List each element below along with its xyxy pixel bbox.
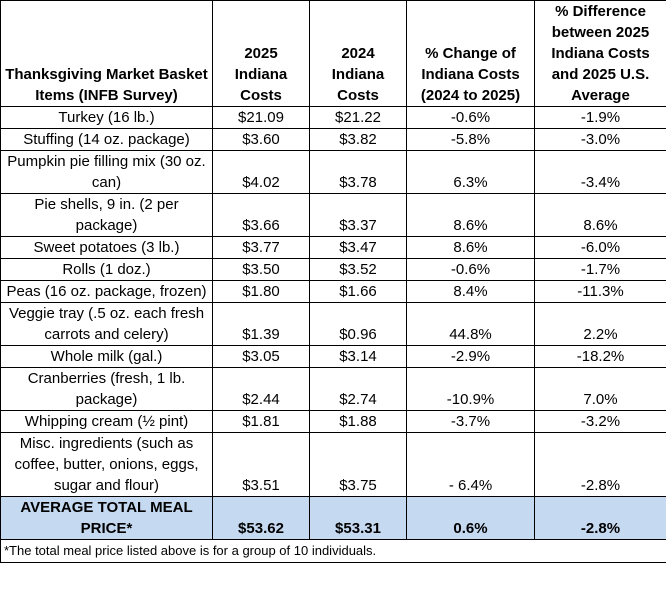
- table-body: Thanksgiving Market Basket Items (INFB S…: [0, 0, 666, 563]
- value-cell: -6.0%: [534, 236, 666, 259]
- value-cell: $2.44: [212, 367, 310, 411]
- footnote-row: *The total meal price listed above is fo…: [0, 539, 666, 563]
- value-cell: -11.3%: [534, 280, 666, 303]
- value-cell: $1.88: [309, 410, 407, 433]
- item-cell: Whole milk (gal.): [0, 345, 213, 368]
- value-cell: -0.6%: [406, 258, 535, 281]
- header-cell: 2025 Indiana Costs: [212, 0, 310, 107]
- value-cell: - 6.4%: [406, 432, 535, 497]
- value-cell: -1.7%: [534, 258, 666, 281]
- total-row: AVERAGE TOTAL MEAL PRICE* $53.62 $53.31 0.6…: [0, 496, 666, 540]
- value-cell: $3.78: [309, 150, 407, 194]
- data-row: Misc. ingredients (such as coffee, butte…: [0, 432, 666, 497]
- value-cell: $3.82: [309, 128, 407, 151]
- value-cell: -5.8%: [406, 128, 535, 151]
- value-cell: -18.2%: [534, 345, 666, 368]
- value-cell: 6.3%: [406, 150, 535, 194]
- item-cell: Stuffing (14 oz. package): [0, 128, 213, 151]
- value-cell: $3.77: [212, 236, 310, 259]
- item-cell: Misc. ingredients (such as coffee, butte…: [0, 432, 213, 497]
- value-cell: 7.0%: [534, 367, 666, 411]
- value-cell: $3.05: [212, 345, 310, 368]
- data-row: Peas (16 oz. package, frozen) $1.80 $1.66 8…: [0, 280, 666, 303]
- header-cell: % Change of Indiana Costs (2024 to 2025): [406, 0, 535, 107]
- value-cell: $0.96: [309, 302, 407, 346]
- total-cell: $53.62: [212, 496, 310, 540]
- header-cell: 2024 Indiana Costs: [309, 0, 407, 107]
- value-cell: $21.22: [309, 106, 407, 129]
- item-cell: Peas (16 oz. package, frozen): [0, 280, 213, 303]
- value-cell: -3.4%: [534, 150, 666, 194]
- value-cell: $1.66: [309, 280, 407, 303]
- item-cell: Pie shells, 9 in. (2 per package): [0, 193, 213, 237]
- item-cell: Veggie tray (.5 oz. each fresh carrots a…: [0, 302, 213, 346]
- data-row: Veggie tray (.5 oz. each fresh carrots a…: [0, 302, 666, 346]
- item-cell: Cranberries (fresh, 1 lb. package): [0, 367, 213, 411]
- value-cell: $3.51: [212, 432, 310, 497]
- value-cell: 8.4%: [406, 280, 535, 303]
- value-cell: $1.39: [212, 302, 310, 346]
- data-row: Pie shells, 9 in. (2 per package) $3.66 $3…: [0, 193, 666, 237]
- item-cell: Turkey (16 lb.): [0, 106, 213, 129]
- price-table: Thanksgiving Market Basket Items (INFB S…: [0, 0, 666, 563]
- value-cell: $4.02: [212, 150, 310, 194]
- total-cell: -2.8%: [534, 496, 666, 540]
- total-cell: AVERAGE TOTAL MEAL PRICE*: [0, 496, 213, 540]
- value-cell: -3.2%: [534, 410, 666, 433]
- value-cell: -2.8%: [534, 432, 666, 497]
- value-cell: 44.8%: [406, 302, 535, 346]
- footnote: *The total meal price listed above is fo…: [0, 539, 666, 563]
- value-cell: $21.09: [212, 106, 310, 129]
- item-cell: Pumpkin pie filling mix (30 oz. can): [0, 150, 213, 194]
- value-cell: $2.74: [309, 367, 407, 411]
- value-cell: 2.2%: [534, 302, 666, 346]
- value-cell: $1.81: [212, 410, 310, 433]
- value-cell: $3.50: [212, 258, 310, 281]
- value-cell: $3.75: [309, 432, 407, 497]
- value-cell: -3.0%: [534, 128, 666, 151]
- value-cell: $3.37: [309, 193, 407, 237]
- header-row: Thanksgiving Market Basket Items (INFB S…: [0, 0, 666, 107]
- data-row: Whipping cream (½ pint) $1.81 $1.88 -3.7% -3…: [0, 410, 666, 433]
- value-cell: -10.9%: [406, 367, 535, 411]
- total-cell: $53.31: [309, 496, 407, 540]
- data-row: Rolls (1 doz.) $3.50 $3.52 -0.6% -1.7%: [0, 258, 666, 281]
- item-cell: Sweet potatoes (3 lb.): [0, 236, 213, 259]
- value-cell: 8.6%: [534, 193, 666, 237]
- value-cell: $3.14: [309, 345, 407, 368]
- total-cell: 0.6%: [406, 496, 535, 540]
- value-cell: -1.9%: [534, 106, 666, 129]
- value-cell: 8.6%: [406, 236, 535, 259]
- data-row: Turkey (16 lb.) $21.09 $21.22 -0.6% -1.9%: [0, 106, 666, 129]
- value-cell: -2.9%: [406, 345, 535, 368]
- data-row: Sweet potatoes (3 lb.) $3.77 $3.47 8.6% -6.0…: [0, 236, 666, 259]
- value-cell: $3.52: [309, 258, 407, 281]
- data-row: Pumpkin pie filling mix (30 oz. can) $4.0…: [0, 150, 666, 194]
- data-row: Whole milk (gal.) $3.05 $3.14 -2.9% -18.2%: [0, 345, 666, 368]
- value-cell: 8.6%: [406, 193, 535, 237]
- value-cell: $1.80: [212, 280, 310, 303]
- value-cell: -0.6%: [406, 106, 535, 129]
- value-cell: $3.60: [212, 128, 310, 151]
- header-cell: Thanksgiving Market Basket Items (INFB S…: [0, 0, 213, 107]
- value-cell: $3.47: [309, 236, 407, 259]
- item-cell: Rolls (1 doz.): [0, 258, 213, 281]
- data-row: Stuffing (14 oz. package) $3.60 $3.82 -5.8%…: [0, 128, 666, 151]
- data-row: Cranberries (fresh, 1 lb. package) $2.44 $…: [0, 367, 666, 411]
- value-cell: $3.66: [212, 193, 310, 237]
- header-cell: % Difference between 2025 Indiana Costs …: [534, 0, 666, 107]
- value-cell: -3.7%: [406, 410, 535, 433]
- item-cell: Whipping cream (½ pint): [0, 410, 213, 433]
